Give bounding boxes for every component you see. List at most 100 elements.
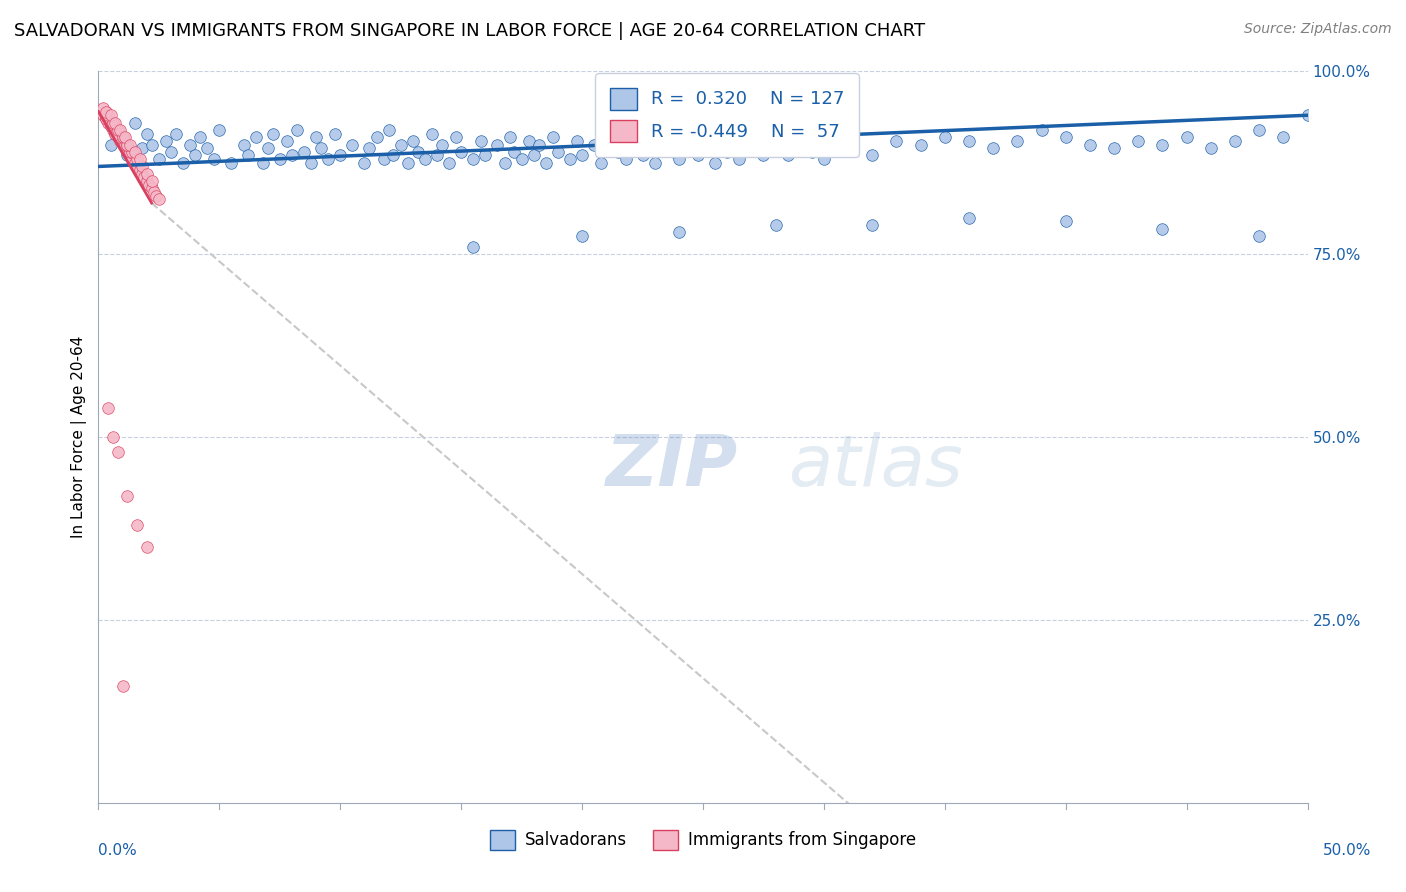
Point [692,137,714,152]
Point [94,112,117,126]
Point [860,218,883,232]
Point [426,148,449,162]
Point [141,174,163,188]
Point [100,137,122,152]
Point [711,130,734,145]
Point [382,148,405,162]
Point [837,134,859,148]
Point [97,401,120,415]
Point [353,156,375,170]
Point [107,444,129,458]
Point [765,218,787,232]
Point [437,156,460,170]
Point [94,104,117,119]
Point [97,108,120,122]
Point [571,228,593,243]
Point [765,137,787,152]
Point [1054,130,1077,145]
Point [614,152,637,166]
Point [325,127,347,141]
Point [373,152,395,166]
Point [510,152,533,166]
Point [486,137,509,152]
Text: Source: ZipAtlas.com: Source: ZipAtlas.com [1244,22,1392,37]
Point [463,240,485,254]
Point [498,130,520,145]
Point [131,141,153,155]
Point [124,156,146,170]
Point [117,489,139,503]
Point [148,193,170,207]
Point [252,156,274,170]
Point [160,145,183,159]
Point [100,108,122,122]
Point [131,160,153,174]
Point [269,152,291,166]
Point [789,130,811,145]
Point [135,540,157,554]
Point [1007,134,1029,148]
Point [256,141,278,155]
Point [101,115,124,129]
Point [704,156,727,170]
Point [305,130,328,145]
Point [245,130,267,145]
Point [558,152,581,166]
Point [111,137,134,152]
Point [1272,130,1295,145]
Point [121,145,143,159]
Point [285,123,308,137]
Point [117,137,139,152]
Point [583,137,606,152]
Point [1102,141,1125,155]
Point [406,145,429,159]
Point [474,148,496,162]
Point [316,152,339,166]
Point [135,127,157,141]
Point [1128,134,1150,148]
Text: ZIP: ZIP [606,432,738,500]
Point [127,160,149,174]
Point [1223,134,1246,148]
Point [860,148,883,162]
Point [232,137,254,152]
Point [688,148,710,162]
Point [644,156,666,170]
Point [299,156,322,170]
Point [494,156,516,170]
Point [446,130,468,145]
Text: 0.0%: 0.0% [98,843,138,858]
Point [104,127,127,141]
Point [547,145,569,159]
Point [910,137,932,152]
Point [100,115,122,129]
Point [108,134,131,148]
Point [396,156,419,170]
Point [1175,130,1198,145]
Point [91,101,114,115]
Point [276,134,298,148]
Point [886,134,908,148]
Point [172,156,194,170]
Point [117,145,139,159]
Point [97,108,120,122]
Point [155,134,177,148]
Point [104,127,127,141]
Point [100,119,122,133]
Point [111,130,134,145]
Point [117,148,139,162]
Point [114,130,136,145]
Point [728,152,751,166]
Point [94,112,117,126]
Point [981,141,1004,155]
Point [104,115,127,129]
Point [100,119,122,133]
Point [607,145,630,159]
Point [413,152,436,166]
Point [128,163,150,178]
Point [463,152,485,166]
Point [292,145,315,159]
Point [1054,214,1077,228]
Point [221,156,243,170]
Point [420,127,443,141]
